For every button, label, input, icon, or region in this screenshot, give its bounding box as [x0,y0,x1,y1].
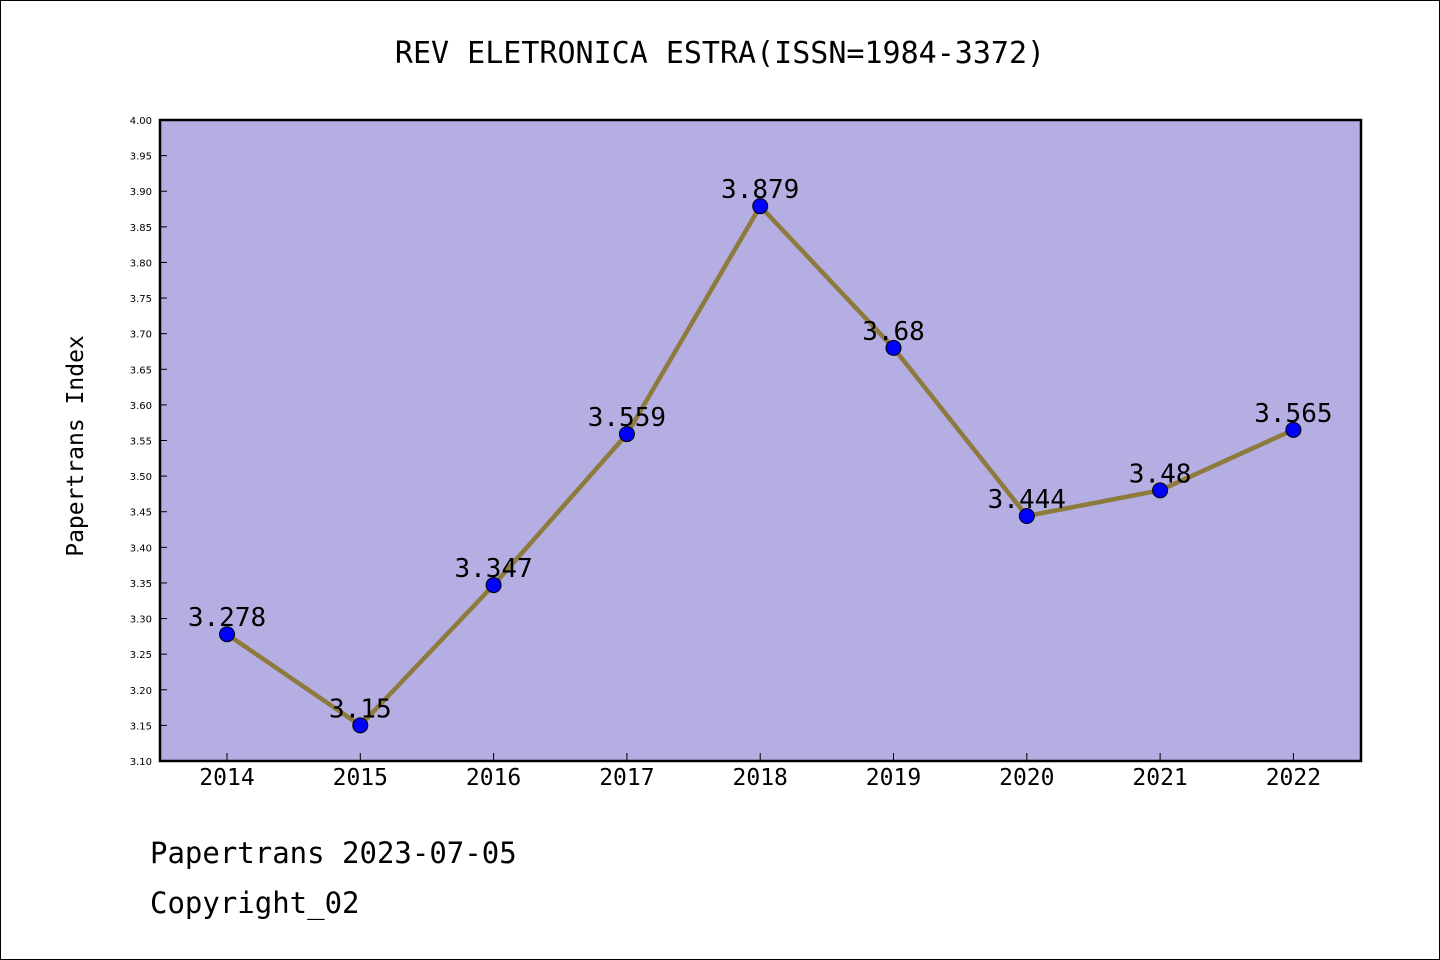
y-tick-label: 3.50 [130,472,152,483]
data-label: 3.347 [454,554,532,584]
data-point [1152,482,1169,499]
x-tick-label: 2021 [1132,765,1187,791]
data-point [1285,421,1302,438]
data-point [1018,507,1035,524]
data-point [485,577,502,594]
data-point [352,717,369,734]
y-tick-label: 3.65 [130,365,152,376]
y-tick-label: 3.20 [130,686,152,697]
y-tick-label: 3.70 [130,330,152,341]
data-point [885,339,902,356]
y-tick-label: 3.85 [130,223,152,234]
plot-area [160,120,1361,761]
data-point [618,426,635,443]
y-tick-label: 3.35 [130,579,152,590]
y-tick-label: 3.75 [130,294,152,305]
y-tick-label: 3.10 [130,757,152,768]
y-tick-label: 3.40 [130,543,152,554]
data-label: 3.879 [721,175,799,205]
y-tick-label: 3.30 [130,615,152,626]
x-tick-label: 2017 [599,765,654,791]
x-tick-label: 2018 [733,765,788,791]
y-tick-label: 3.60 [130,401,152,412]
x-tick-label: 2014 [199,765,254,791]
data-point [752,198,769,215]
y-tick-label: 3.45 [130,508,152,519]
data-label: 3.278 [188,603,266,633]
x-tick-label: 2020 [999,765,1054,791]
y-tick-label: 3.80 [130,258,152,269]
y-tick-label: 3.55 [130,437,152,448]
data-label: 3.68 [862,317,925,347]
data-label: 3.444 [988,485,1066,515]
y-tick-label: 4.00 [130,116,152,127]
y-tick-label: 3.25 [130,650,152,661]
chart-title: REV ELETRONICA ESTRA(ISSN=1984-3372) [394,36,1046,71]
x-tick-label: 2022 [1266,765,1321,791]
x-tick-label: 2019 [866,765,921,791]
data-point [219,626,235,643]
x-tick-label: 2016 [466,765,521,791]
x-tick-label: 2015 [333,765,388,791]
data-label: 3.15 [329,694,392,724]
plot-border [158,118,1363,763]
footer-date: Papertrans 2023-07-05 [150,836,517,870]
data-label: 3.565 [1254,399,1332,429]
data-label: 3.559 [588,403,666,433]
footer-copyright: Copyright_02 [150,886,360,920]
y-tick-label: 3.95 [130,152,152,163]
data-label: 3.48 [1129,459,1192,489]
y-tick-label: 3.15 [130,721,152,732]
y-tick-label: 3.90 [130,187,152,198]
